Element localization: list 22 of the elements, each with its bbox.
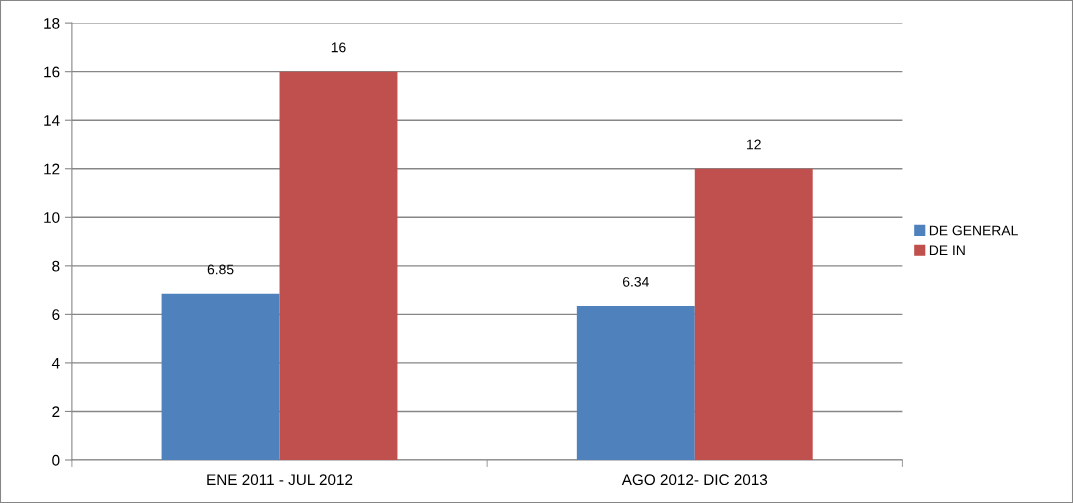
y-tick-label: 4 — [51, 357, 60, 369]
bar — [279, 71, 398, 460]
x-tick-label: AGO 2012- DIC 2013 — [621, 474, 768, 486]
data-label: 12 — [747, 139, 761, 150]
y-tick-label: 2 — [52, 406, 60, 417]
y-tick-label: 12 — [44, 163, 60, 175]
y-tick-label: 18 — [44, 18, 60, 29]
bar — [576, 306, 695, 460]
bar — [161, 293, 280, 460]
legend-label: DE GENERAL — [929, 225, 1018, 236]
data-label: 6.34 — [622, 276, 649, 287]
y-tick-label: 6 — [52, 309, 60, 321]
y-tick-label: 8 — [52, 260, 60, 272]
y-tick-label: 10 — [44, 212, 60, 223]
y-tick-label: 0 — [52, 454, 60, 466]
y-tick-label: 16 — [44, 66, 60, 78]
y-tick-label: 14 — [44, 115, 60, 126]
data-label: 16 — [331, 42, 346, 53]
bar — [694, 168, 813, 460]
legend-label: DE IN — [929, 245, 965, 256]
data-label: 6.85 — [207, 264, 234, 275]
x-tick-label: ENE 2011 - JUL 2012 — [207, 474, 353, 486]
